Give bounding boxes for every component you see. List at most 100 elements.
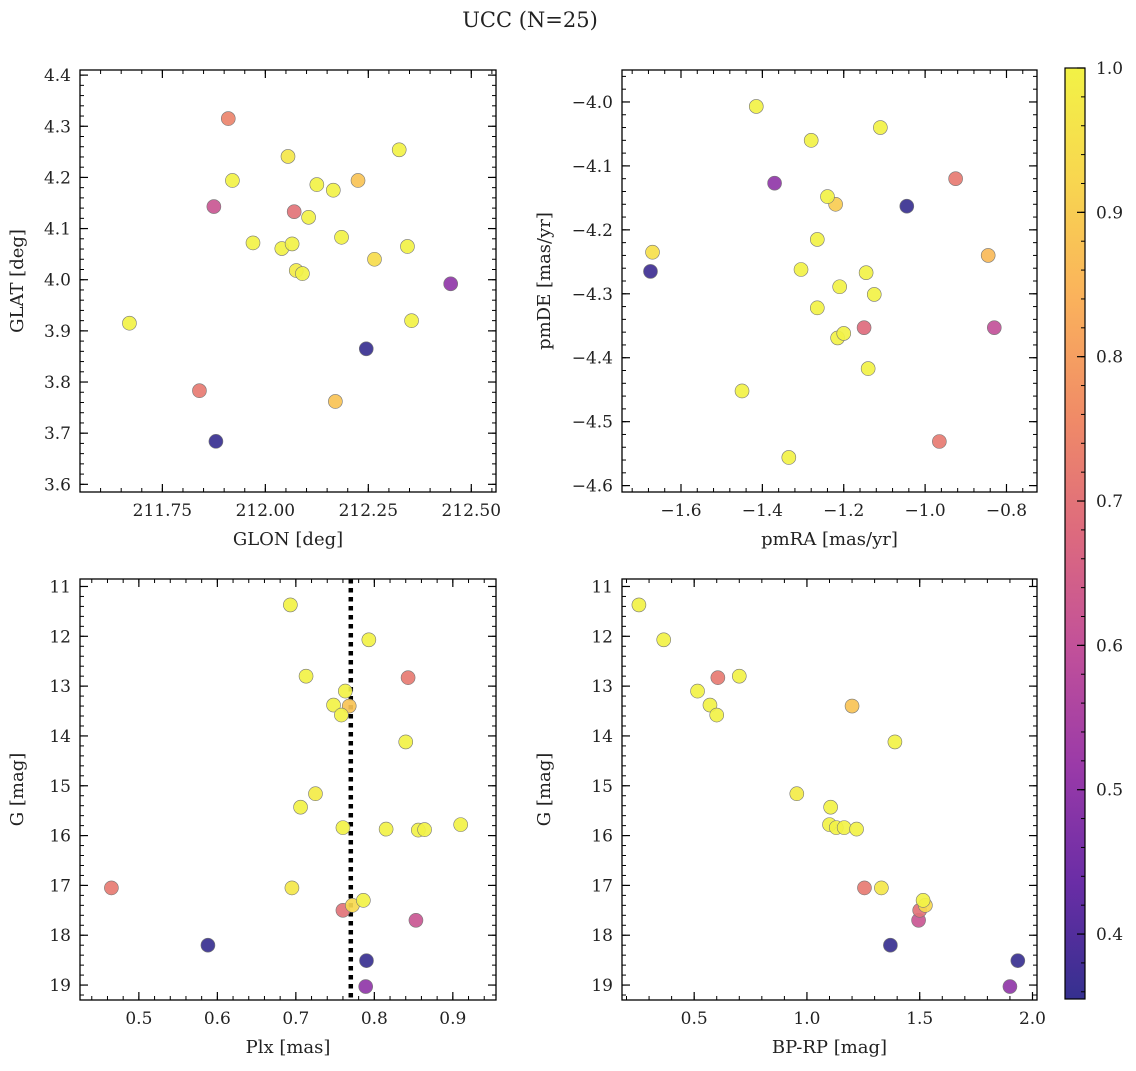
x-tick-label: −1.6 (660, 501, 701, 521)
data-point (400, 239, 415, 254)
data-point (1010, 953, 1026, 968)
x-tick-label: −1.0 (904, 501, 945, 521)
data-point (192, 383, 207, 399)
data-point (326, 182, 341, 198)
data-point (358, 341, 374, 357)
data-point (986, 320, 1002, 335)
y-tick-label: 15 (591, 777, 613, 797)
data-point (453, 817, 468, 832)
data-point (328, 394, 343, 409)
data-point (335, 820, 351, 835)
colorbar-tick-label: 0.8 (1096, 348, 1123, 368)
panel-plx-g: 0.5 0.6 0.7 0.8 0.9 11 12 13 14 15 16 17 18 19 Plx [ma… (7, 577, 497, 1058)
x-axis-label: BP-RP [mag] (772, 1037, 887, 1058)
data-point (860, 361, 876, 376)
y-tick-label: 3.9 (44, 322, 71, 342)
ticks (79, 70, 496, 492)
x-tick-label: 0.5 (125, 1009, 152, 1029)
x-tick-label: 0.6 (204, 1009, 231, 1029)
data-point (206, 199, 222, 214)
y-tick-label: 14 (591, 727, 613, 747)
data-point (866, 287, 882, 302)
y-tick-label: 13 (49, 677, 71, 697)
y-axis-label: pmDE [mas/yr] (534, 212, 555, 350)
data-point (326, 697, 341, 713)
data-point (980, 248, 996, 263)
y-tick-label: 3.7 (44, 424, 71, 444)
y-tick-label: 11 (49, 577, 71, 597)
axes-frame (621, 578, 1038, 1001)
panel-pmra-pmde: −1.6 −1.4 −1.2 −1.0 −0.8 −4.6 −4.5 −4.4 −4.3 −4.2… (534, 69, 1038, 550)
y-tick-label: 19 (591, 976, 613, 996)
y-axis-label: G [mag] (534, 753, 555, 826)
axes-frame (79, 69, 497, 493)
x-tick-label: 0.7 (282, 1009, 309, 1029)
x-tick-label: −0.8 (986, 501, 1027, 521)
data-point (645, 244, 660, 260)
y-tick-label: 4.4 (44, 66, 71, 86)
data-point (883, 937, 898, 953)
y-tick-label: 13 (591, 677, 613, 697)
data-point (284, 880, 300, 896)
x-axis-label: pmRA [mas/yr] (761, 529, 898, 550)
data-point (709, 707, 725, 723)
x-tick-label: 212.25 (339, 501, 398, 521)
data-point (820, 189, 835, 204)
x-tick-label: 212.50 (442, 501, 501, 521)
data-point (295, 266, 310, 281)
data-point (932, 434, 947, 449)
figure-title: UCC (N=25) (462, 8, 598, 32)
data-point (286, 204, 302, 219)
data-point (367, 251, 382, 267)
y-axis-label: GLAT [deg] (7, 229, 28, 333)
y-tick-label: −4.0 (572, 93, 613, 113)
data-point (748, 99, 764, 114)
data-point (404, 313, 419, 328)
colorbar-tick-label: 0.7 (1096, 492, 1123, 512)
data-point (400, 670, 416, 685)
data-point (948, 171, 963, 186)
x-tick-label: −1.4 (742, 501, 783, 521)
y-tick-label: 3.6 (44, 475, 71, 495)
panel-glon-glat: 211.75 212.00 212.25 212.50 3.6 3.7 3.8 3.9 4.0 4… (7, 66, 501, 550)
scatter-points (631, 597, 1026, 994)
data-point (417, 822, 432, 837)
data-point (356, 893, 371, 908)
data-point (443, 276, 458, 292)
data-point (350, 173, 366, 188)
data-point (631, 597, 647, 613)
data-point (293, 799, 308, 815)
y-tick-label: 16 (49, 827, 71, 847)
colorbar-tick-label: 0.9 (1096, 203, 1123, 223)
data-point (408, 912, 424, 928)
data-point (220, 111, 236, 126)
y-tick-label: −4.6 (572, 477, 613, 497)
data-point (283, 597, 298, 613)
data-point (873, 120, 888, 135)
data-point (823, 799, 838, 815)
data-point (836, 326, 852, 341)
data-point (1002, 979, 1018, 994)
data-point (643, 264, 658, 279)
data-point (836, 820, 852, 835)
data-point (378, 821, 394, 837)
y-tick-label: 11 (591, 577, 613, 597)
data-point (874, 880, 889, 896)
panel-bprp-g: 0.5 1.0 1.5 2.0 11 12 13 14 15 16 17 18 19 BP-RP [mag… (534, 577, 1046, 1058)
data-point (734, 383, 750, 399)
y-tick-label: −4.4 (572, 349, 613, 369)
y-tick-label: 17 (49, 876, 71, 896)
colorbar-tick-label: 0.5 (1096, 781, 1123, 801)
y-tick-label: −4.2 (572, 221, 613, 241)
data-point (359, 953, 374, 968)
y-tick-label: −4.1 (572, 157, 613, 177)
data-point (789, 786, 805, 802)
data-point (858, 265, 874, 280)
data-point (284, 236, 300, 252)
data-point (334, 229, 349, 245)
y-tick-label: 18 (591, 926, 613, 946)
data-point (298, 668, 314, 684)
data-point (337, 683, 353, 699)
